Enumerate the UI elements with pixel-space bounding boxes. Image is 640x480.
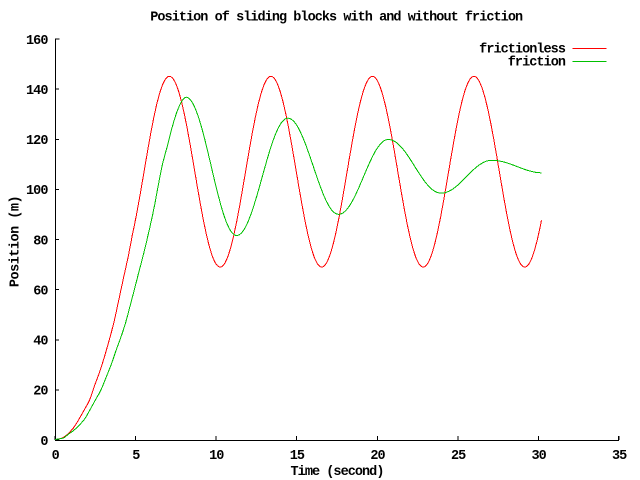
- svg-text:frictionless: frictionless: [479, 43, 566, 58]
- svg-text:80: 80: [33, 234, 48, 249]
- svg-text:35: 35: [612, 449, 627, 464]
- svg-text:100: 100: [26, 184, 48, 199]
- svg-text:5: 5: [132, 449, 140, 464]
- svg-text:25: 25: [451, 449, 466, 464]
- svg-text:160: 160: [26, 34, 48, 49]
- svg-text:30: 30: [531, 449, 546, 464]
- svg-text:20: 20: [370, 449, 385, 464]
- svg-text:friction: friction: [508, 56, 566, 71]
- svg-text:20: 20: [33, 385, 48, 400]
- svg-text:Time (second): Time (second): [291, 465, 384, 480]
- svg-text:Position of sliding blocks wit: Position of sliding blocks with and with…: [150, 11, 523, 26]
- svg-text:Position (m): Position (m): [9, 196, 24, 287]
- svg-text:40: 40: [33, 335, 48, 350]
- svg-text:15: 15: [290, 449, 305, 464]
- svg-text:10: 10: [209, 449, 224, 464]
- svg-text:0: 0: [52, 449, 60, 464]
- svg-text:0: 0: [40, 435, 48, 450]
- svg-text:140: 140: [26, 84, 48, 99]
- svg-text:120: 120: [26, 134, 48, 149]
- svg-text:60: 60: [33, 284, 48, 299]
